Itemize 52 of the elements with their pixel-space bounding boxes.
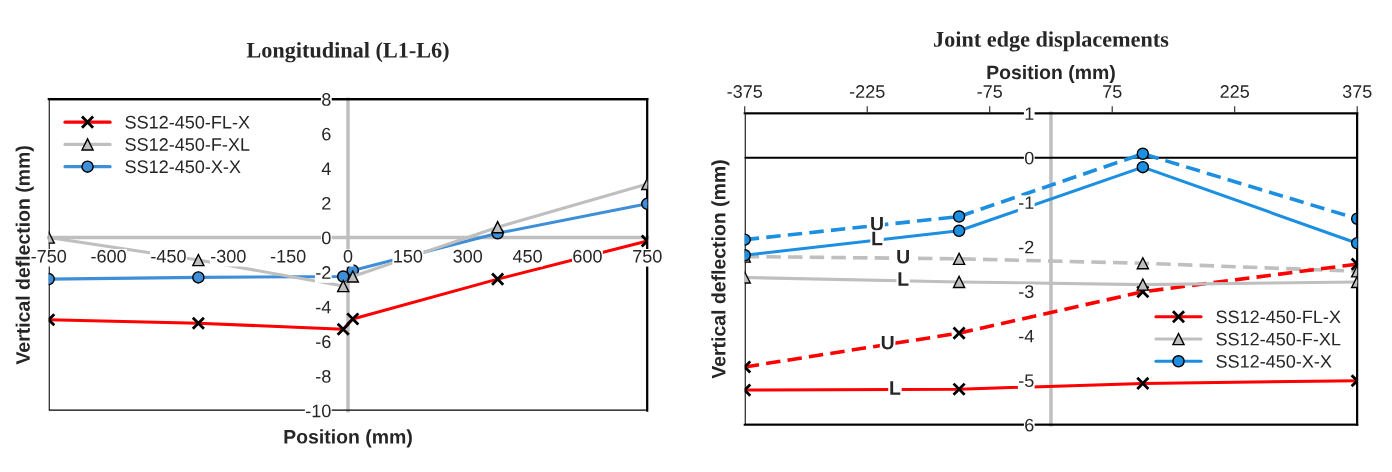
y-tick-label: 0 [322, 231, 331, 245]
y-tick-label: 6 [322, 127, 331, 141]
x-tick-label: 300 [453, 249, 483, 263]
annotation: U [881, 335, 894, 350]
y-tick-label: 8 [322, 93, 331, 106]
annotation: L [898, 272, 909, 286]
x-tick-label: -450 [151, 249, 186, 263]
y-axis-title: Vertical deflection (mm) [711, 160, 730, 379]
legend-label: SS12-450-F-XL [125, 138, 250, 151]
y-tick-label: -3 [1019, 285, 1034, 299]
legend-label: SS12-450-FL-X [1216, 310, 1341, 324]
x-tick-label: 150 [394, 249, 423, 263]
annotation: U [897, 250, 909, 264]
annotation: U [871, 217, 883, 231]
annotation: L [872, 231, 883, 246]
y-tick-label: -4 [1019, 329, 1034, 343]
x-tick-label: -600 [91, 249, 126, 263]
y-tick-label: -2 [316, 266, 331, 279]
chart-title: Joint edge displacements [934, 31, 1169, 52]
y-tick-label: -10 [306, 404, 331, 418]
legend-label: SS12-450-X-X [1216, 355, 1332, 368]
x-tick-label: -150 [270, 249, 306, 263]
y-tick-label: -6 [316, 335, 331, 349]
x-tick-label: 450 [512, 249, 542, 263]
legend-label: SS12-450-X-X [125, 160, 241, 174]
y-tick-label: -8 [316, 369, 331, 383]
y-tick-label: -5 [1019, 374, 1034, 388]
annotation: L [890, 381, 901, 395]
x-axis-title: Position (mm) [284, 429, 412, 448]
x-tick-label: -375 [727, 85, 763, 98]
y-tick-label: -1 [1019, 196, 1034, 209]
x-tick-label: -225 [849, 85, 885, 98]
x-tick-label: 375 [1342, 85, 1372, 98]
x-tick-label: 0 [343, 249, 353, 263]
x-tick-label: -75 [977, 85, 1002, 98]
legend-label: SS12-450-FL-X [125, 115, 250, 129]
x-tick-label: 600 [573, 249, 602, 263]
legend-label: SS12-450-F-XL [1216, 332, 1341, 346]
x-tick-label: 750 [633, 249, 662, 263]
y-tick-label: -2 [1019, 240, 1034, 254]
x2-axis-title: Position (mm) [987, 65, 1115, 84]
x-tick-label: -750 [31, 249, 67, 263]
y-tick-label: -4 [316, 300, 331, 314]
x-tick-label: -300 [211, 249, 246, 263]
x-tick-label: 75 [1103, 85, 1122, 98]
y-tick-label: 1 [1025, 107, 1034, 120]
chart-title: Longitudinal (L1-L6) [246, 42, 449, 63]
y-tick-label: 0 [1024, 151, 1034, 165]
x-tick-label: 225 [1220, 85, 1250, 98]
y-tick-label: 6 [1025, 418, 1034, 432]
y-tick-label: 2 [322, 196, 331, 210]
y-tick-label: 4 [321, 162, 331, 175]
